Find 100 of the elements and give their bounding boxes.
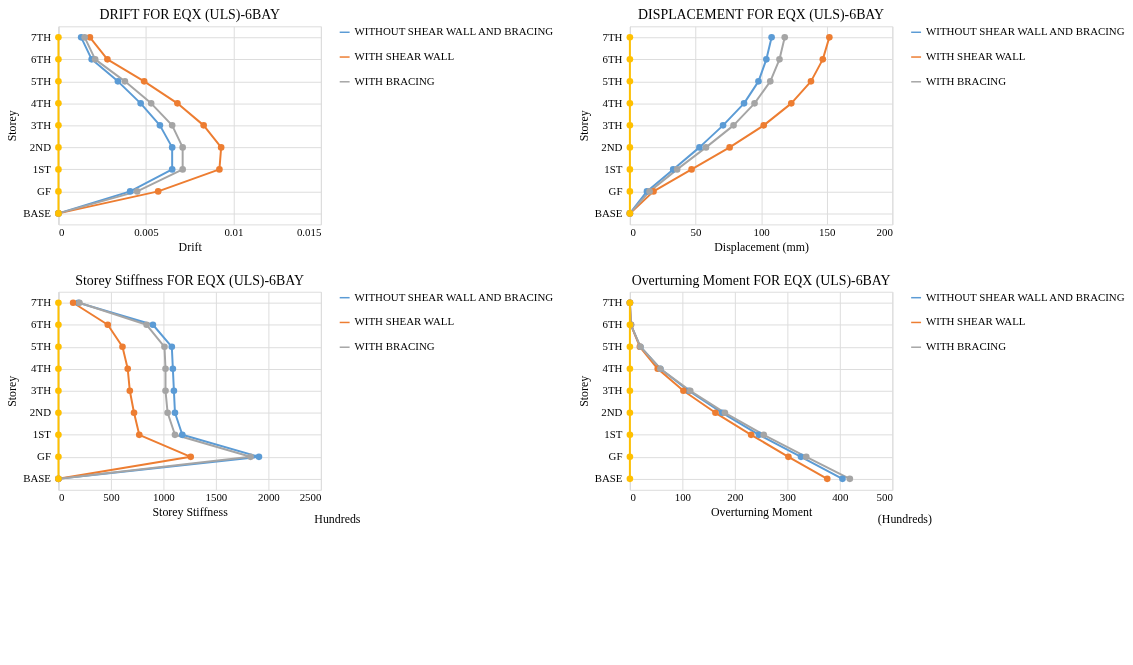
- point: [91, 56, 99, 63]
- point: [680, 387, 687, 395]
- point: [147, 100, 155, 107]
- y-tick-label: 5TH: [31, 340, 52, 353]
- point: [55, 321, 62, 329]
- point: [740, 100, 748, 107]
- point: [255, 453, 263, 461]
- point: [839, 475, 846, 483]
- legend-label: WITH BRACING: [354, 74, 435, 87]
- y-tick-label: 5TH: [31, 74, 52, 87]
- y-axis-title: Storey: [576, 375, 591, 407]
- point: [104, 321, 112, 329]
- point: [626, 144, 634, 151]
- chart-title: Storey Stiffness FOR EQX (ULS)-6BAY: [75, 272, 305, 289]
- point: [846, 475, 854, 483]
- chart-title: DRIFT FOR EQX (ULS)-6BAY: [99, 7, 280, 24]
- point: [626, 453, 634, 461]
- y-tick-label: GF: [37, 184, 51, 197]
- point: [137, 100, 144, 107]
- point: [626, 475, 634, 483]
- point: [826, 34, 833, 41]
- point: [200, 122, 207, 129]
- x-tick-label: 0.005: [134, 225, 160, 238]
- y-axis-title: Storey: [5, 375, 20, 407]
- y-tick-label: 5TH: [602, 340, 623, 353]
- chart-title: Overturning Moment FOR EQX (ULS)-6BAY: [631, 272, 891, 289]
- x-tick-label: 500: [876, 491, 894, 504]
- y-tick-label: GF: [37, 450, 51, 463]
- point: [179, 166, 186, 173]
- x-tick-label: 400: [832, 491, 850, 504]
- x-axis-title: Drift: [178, 239, 203, 254]
- point: [168, 144, 176, 151]
- point: [626, 100, 634, 107]
- point: [760, 122, 768, 129]
- y-tick-label: 3TH: [31, 118, 52, 131]
- y-tick-label: 3TH: [31, 384, 52, 397]
- x-tick-label: 200: [727, 491, 745, 504]
- point: [114, 78, 122, 85]
- point: [55, 78, 62, 85]
- y-tick-label: 7TH: [31, 30, 52, 43]
- point: [133, 188, 141, 195]
- point: [217, 144, 225, 151]
- x-tick-label: 0.015: [296, 225, 322, 238]
- point: [174, 100, 181, 107]
- legend-label: WITHOUT SHEAR WALL AND BRACING: [926, 290, 1125, 303]
- legend-label: WITHOUT SHEAR WALL AND BRACING: [926, 25, 1125, 38]
- point: [161, 343, 168, 351]
- point: [55, 409, 62, 417]
- y-tick-label: 4TH: [602, 362, 623, 375]
- x-axis-title: Overturning Moment: [710, 505, 813, 520]
- x-tick-label: 0: [58, 491, 65, 504]
- x-axis-title: Storey Stiffness: [152, 505, 229, 520]
- y-tick-label: 4TH: [31, 362, 52, 375]
- x-tick-label: 200: [876, 225, 894, 238]
- point: [702, 144, 710, 151]
- y-tick-label: GF: [608, 450, 623, 463]
- point: [55, 431, 62, 439]
- y-tick-label: 2ND: [601, 406, 623, 419]
- legend-label: WITH SHEAR WALL: [926, 50, 1026, 62]
- point: [719, 122, 727, 129]
- point: [104, 56, 111, 63]
- point: [823, 475, 831, 483]
- y-tick-label: 2ND: [601, 140, 623, 153]
- x-tick-label: 500: [103, 491, 121, 504]
- point: [55, 299, 62, 307]
- point: [785, 453, 792, 461]
- point: [247, 453, 254, 461]
- y-tick-label: 7TH: [602, 30, 623, 43]
- y-axis-title: Storey: [576, 110, 591, 142]
- text: (Hundreds): [877, 511, 932, 526]
- y-tick-label: BASE: [594, 206, 623, 219]
- point: [162, 387, 169, 395]
- point: [178, 431, 186, 439]
- y-tick-label: 1ST: [32, 162, 52, 175]
- y-tick-label: GF: [608, 184, 623, 197]
- point: [807, 78, 815, 85]
- point: [819, 56, 827, 63]
- point: [140, 78, 148, 85]
- x-tick-label: 300: [779, 491, 797, 504]
- point: [626, 78, 634, 85]
- point: [187, 453, 195, 461]
- x-tick-label: 0: [58, 225, 65, 238]
- point: [119, 343, 126, 351]
- y-tick-label: 2ND: [29, 140, 52, 153]
- point: [170, 387, 178, 395]
- point: [626, 34, 634, 41]
- point: [730, 122, 737, 129]
- legend-label: WITH BRACING: [926, 340, 1007, 353]
- y-tick-label: BASE: [23, 472, 52, 485]
- x-tick-label: 100: [674, 491, 692, 504]
- point: [787, 100, 795, 107]
- y-tick-label: BASE: [594, 472, 623, 485]
- point: [124, 365, 132, 373]
- point: [802, 453, 810, 461]
- point: [55, 100, 62, 107]
- point: [55, 166, 62, 173]
- legend-label: WITH SHEAR WALL: [354, 50, 455, 62]
- x-tick-label: 1500: [205, 491, 228, 504]
- point: [126, 387, 134, 395]
- point: [135, 431, 143, 439]
